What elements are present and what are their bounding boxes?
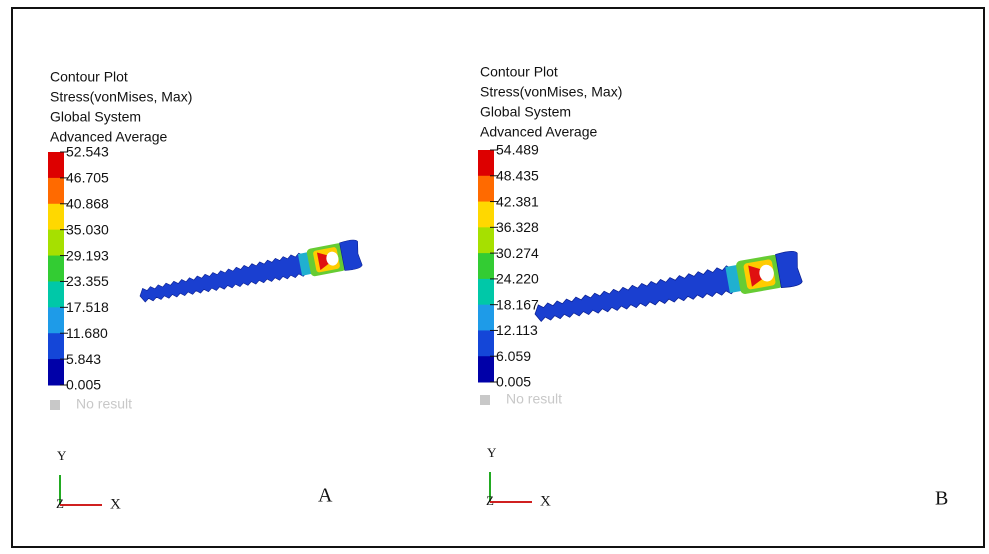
legend-value: 5.843 xyxy=(66,351,101,367)
legend-header: Contour Plot xyxy=(480,64,558,80)
color-band xyxy=(48,281,64,307)
color-band xyxy=(478,176,494,202)
figure: Contour Plot Stress(vonMises, Max) Global … xyxy=(0,0,989,554)
legend-value: 40.868 xyxy=(66,195,109,211)
color-band xyxy=(48,152,64,178)
color-band xyxy=(478,227,494,253)
no-result-swatch xyxy=(50,400,60,410)
legend-value: 0.005 xyxy=(66,377,101,393)
legend-header: Advanced Average xyxy=(480,124,597,140)
legend-value: 35.030 xyxy=(66,221,109,237)
legend-value: 12.113 xyxy=(496,322,538,338)
legend-value: 11.680 xyxy=(66,325,108,341)
legend-value: 29.193 xyxy=(66,247,109,263)
color-band xyxy=(478,330,494,356)
axis-x-label: X xyxy=(540,493,551,509)
no-result: No result xyxy=(506,391,562,407)
figure-canvas: Contour Plot Stress(vonMises, Max) Global … xyxy=(0,0,989,554)
axis-y-label: Y xyxy=(487,445,497,460)
color-band xyxy=(48,178,64,204)
legend-value: 23.355 xyxy=(66,273,109,289)
color-band xyxy=(478,202,494,228)
legend-header: Contour Plot xyxy=(50,69,128,85)
axis-x-label: X xyxy=(110,496,121,512)
legend-value: 17.518 xyxy=(66,299,109,315)
legend-header: Stress(vonMises, Max) xyxy=(480,84,622,100)
color-band xyxy=(48,256,64,282)
color-band xyxy=(478,279,494,305)
legend-value: 46.705 xyxy=(66,170,109,186)
legend-header: Global System xyxy=(50,109,141,125)
panel-label: A xyxy=(318,485,333,507)
color-band xyxy=(478,150,494,176)
legend-value: 18.167 xyxy=(496,296,539,312)
legend-header: Advanced Average xyxy=(50,129,167,145)
color-band xyxy=(48,307,64,333)
legend-value: 30.274 xyxy=(496,245,539,261)
color-band xyxy=(48,204,64,230)
legend-value: 52.543 xyxy=(66,144,109,160)
no-result: No result xyxy=(76,396,132,412)
legend-header: Stress(vonMises, Max) xyxy=(50,89,192,105)
color-band xyxy=(48,359,64,385)
color-band xyxy=(478,305,494,331)
color-band xyxy=(478,356,494,382)
axis-z-label: Z xyxy=(56,496,64,511)
no-result-swatch xyxy=(480,395,490,405)
legend-header: Global System xyxy=(480,104,571,120)
legend-value: 6.059 xyxy=(496,348,531,364)
legend-value: 48.435 xyxy=(496,167,539,183)
axis-z-label: Z xyxy=(486,493,494,508)
color-band xyxy=(48,333,64,359)
legend-value: 36.328 xyxy=(496,219,539,235)
legend-value: 42.381 xyxy=(496,193,539,209)
panel-label: B xyxy=(935,488,948,510)
legend-value: 0.005 xyxy=(496,374,531,390)
axis-y-label: Y xyxy=(57,448,67,463)
color-band xyxy=(48,230,64,256)
legend-value: 24.220 xyxy=(496,271,539,287)
color-band xyxy=(478,253,494,279)
legend-value: 54.489 xyxy=(496,142,539,158)
